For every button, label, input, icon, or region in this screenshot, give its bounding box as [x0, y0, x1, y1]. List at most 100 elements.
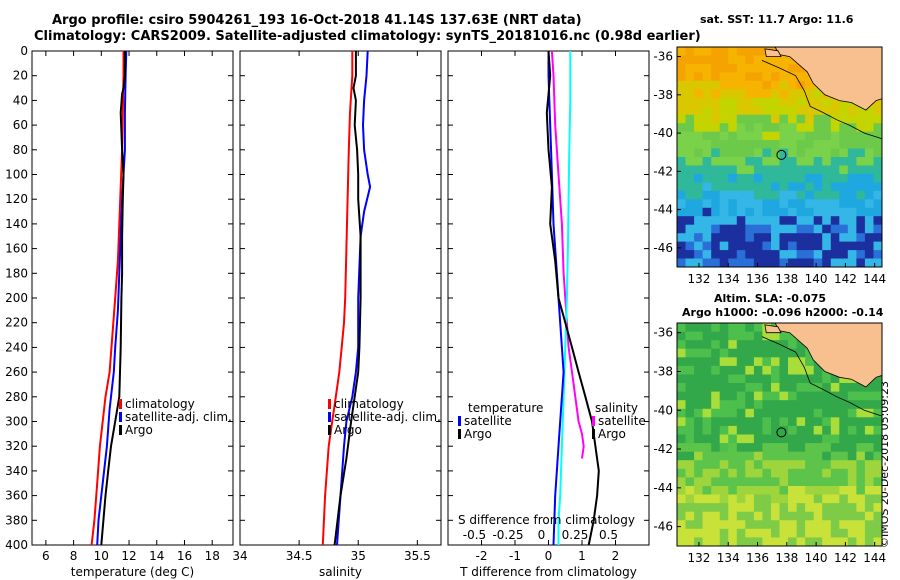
sst-map-cell: [813, 182, 823, 192]
sst-map-cell: [762, 165, 772, 175]
sst-map-cell: [728, 123, 738, 133]
sla-map-cell: [839, 460, 849, 470]
sla-map-ytick-label: -46: [653, 520, 673, 534]
sla-map-cell: [711, 537, 721, 547]
sla-map-cell: [694, 400, 704, 410]
sst-map-cell: [677, 199, 686, 209]
sla-map-cell: [813, 511, 823, 521]
sst-map-cell: [762, 63, 772, 73]
sst-map-cell: [736, 114, 746, 124]
sst-map-cell: [873, 241, 883, 251]
sla-map-cell: [788, 331, 797, 341]
sla-map-cell: [736, 357, 746, 367]
sst-map-cell: [677, 207, 686, 217]
sst-map-cell: [779, 233, 789, 243]
sla-map-cell: [847, 528, 857, 538]
sst-map-cell: [813, 131, 823, 141]
depth-tick-label: 180: [5, 266, 28, 280]
sla-map-cell: [771, 468, 780, 478]
sla-map-cell: [864, 408, 874, 418]
sst-map-cell: [813, 140, 823, 150]
sla-map-cell: [771, 400, 780, 410]
sst-map-cell: [736, 47, 746, 56]
sst-map-cell: [694, 199, 704, 209]
sla-map-cell: [728, 468, 738, 478]
sla-map-cell: [736, 486, 746, 496]
sst-map-cell: [702, 148, 712, 158]
temperature-xtick-label: 14: [149, 549, 164, 563]
sst-map-cell: [822, 97, 832, 107]
sst-map-cell: [694, 241, 704, 251]
sst-map-cell: [847, 182, 857, 192]
sst-map-cell: [711, 190, 721, 200]
sst-map-cell: [830, 106, 840, 116]
sst-map-cell: [677, 89, 686, 99]
sla-map-cell: [719, 357, 729, 367]
sst-map-cell: [796, 207, 806, 217]
sla-map-cell: [762, 468, 772, 478]
sla-map-cell: [839, 486, 849, 496]
sst-map-cell: [694, 55, 704, 65]
sst-map-cell: [864, 250, 874, 260]
temperature-xtick-label: 18: [205, 549, 220, 563]
sla-map-cell: [685, 408, 695, 418]
sst-map-cell: [685, 182, 695, 192]
sla-map-cell: [753, 408, 763, 418]
sla-map-cell: [728, 520, 738, 530]
sst-map-cell: [711, 258, 721, 268]
sst-map-cell: [771, 233, 780, 243]
sla-map-cell: [813, 477, 823, 487]
sst-map-cell: [728, 173, 738, 183]
sla-map-cell: [830, 528, 840, 538]
sst-map-cell: [745, 173, 755, 183]
sst-map-cell: [771, 106, 780, 116]
sla-map-cell: [719, 528, 729, 538]
sst-map-cell: [728, 80, 738, 90]
sst-map-cell: [771, 250, 780, 260]
sla-map-cell: [762, 443, 772, 453]
sst-map-cell: [873, 114, 883, 124]
sla-map-cell: [830, 511, 840, 521]
sst-map-cell: [813, 157, 823, 166]
sla-map-cell: [856, 443, 866, 453]
sst-map-cell: [796, 106, 806, 116]
temperature-legend-label: climatology: [125, 397, 195, 411]
sla-map-cell: [839, 434, 849, 444]
sst-map-cell: [864, 131, 874, 141]
sla-map-ytick-label: -44: [653, 481, 673, 495]
sla-map-cell: [711, 511, 721, 521]
sla-map-cell: [796, 460, 806, 470]
sst-map-cell: [736, 233, 746, 243]
depth-tick-label: 140: [5, 217, 28, 231]
sst-map-cell: [702, 89, 712, 99]
sst-map-cell: [788, 250, 797, 260]
sst-map-cell: [745, 131, 755, 141]
sla-map-cell: [805, 408, 815, 418]
sst-map-cell: [771, 173, 780, 183]
sla-map-cell: [677, 537, 686, 547]
sst-map-cell: [805, 80, 815, 90]
sst-map-cell: [830, 241, 840, 251]
sst-map-cell: [719, 216, 729, 226]
sla-map-cell: [762, 520, 772, 530]
sst-map-cell: [856, 182, 866, 192]
sla-map-cell: [694, 417, 704, 427]
sst-map-cell: [745, 97, 755, 107]
sla-map-cell: [822, 374, 832, 384]
sla-map-cell: [822, 494, 832, 504]
sst-map-cell: [719, 80, 729, 90]
sla-map-cell: [771, 331, 780, 341]
sst-map-cell: [796, 63, 806, 73]
sla-map-cell: [677, 511, 686, 521]
sst-map-cell: [762, 241, 772, 251]
sst-map-cell: [822, 233, 832, 243]
sla-map-cell: [839, 374, 849, 384]
sst-map-cell: [805, 114, 815, 124]
sst-map-cell: [762, 199, 772, 209]
sla-map-cell: [822, 443, 832, 453]
sla-map-cell: [779, 408, 789, 418]
sla-map-cell: [711, 374, 721, 384]
sst-map-cell: [694, 148, 704, 158]
sst-map-cell: [719, 190, 729, 200]
sla-map-cell: [685, 486, 695, 496]
